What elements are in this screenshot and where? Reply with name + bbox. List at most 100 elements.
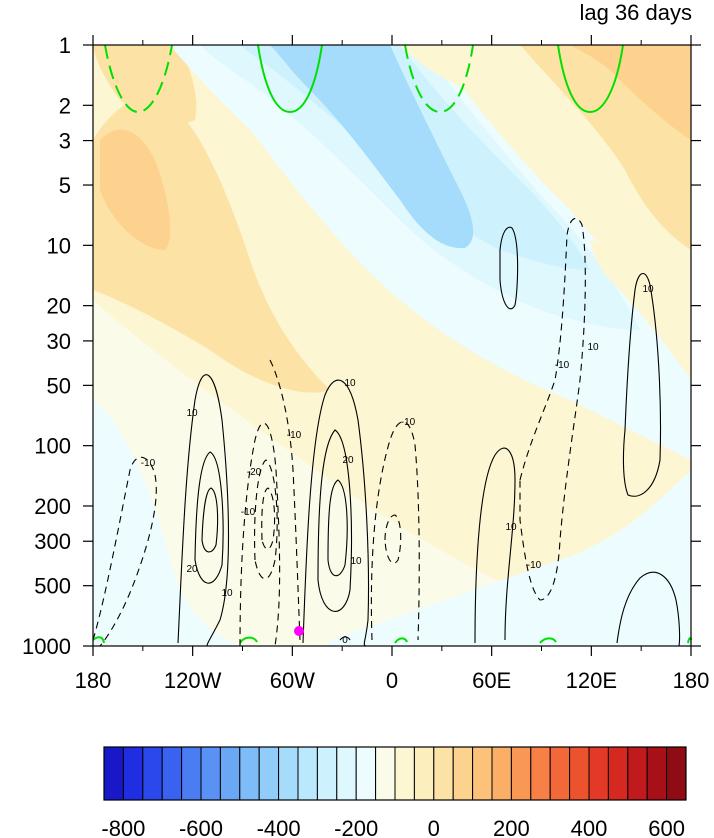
colorbar-swatch — [239, 746, 260, 801]
x-tick-label: 60W — [270, 668, 315, 693]
colorbar-swatch — [627, 746, 648, 801]
y-tick-label: 1000 — [22, 634, 71, 659]
colorbar-swatch — [200, 746, 221, 801]
contour-neg-0-inner — [384, 514, 402, 564]
colorbar-swatch — [472, 746, 493, 801]
colorbar-swatch — [122, 746, 144, 801]
contour-label: 10 — [344, 378, 356, 389]
contour-label: 10 — [186, 408, 198, 419]
field-top-middle-pale — [400, 45, 560, 120]
y-tick-label: 200 — [34, 494, 71, 519]
colorbar-swatch — [219, 746, 241, 801]
y-tick-label: 50 — [47, 373, 71, 398]
contour-label: 10 — [221, 588, 233, 599]
green-small-contour-2 — [239, 636, 258, 644]
contour-label: 10 — [350, 556, 362, 567]
contour-label: -10 — [527, 560, 542, 571]
x-tick-label: 180 — [673, 668, 710, 693]
contour-label: -10 — [141, 458, 156, 469]
contour-field — [93, 45, 691, 646]
contour-pos-60e — [474, 447, 516, 644]
contour-label: -10 — [287, 430, 302, 441]
contour-label: -10 — [555, 360, 570, 371]
x-axis: 180 120W 60W 0 60E 120E 180 — [75, 35, 710, 693]
contour-pos-120w-inner — [194, 451, 224, 584]
contour-label: 20 — [342, 455, 354, 466]
x-tick-label: 120W — [164, 668, 222, 693]
colorbar-swatch — [161, 746, 183, 801]
colorbar-swatch — [103, 746, 124, 801]
colorbar-swatch — [181, 746, 202, 801]
colorbar-swatch — [413, 746, 435, 801]
y-tick-label: 2 — [59, 93, 71, 118]
contour-pos-30w-inner — [327, 479, 348, 577]
colorbar-tick-label: 600 — [648, 816, 685, 838]
contour-pos-30w-outer — [302, 379, 370, 647]
location-marker — [294, 626, 304, 636]
colorbar-labels: -800-600-400-2000200400600800 — [101, 816, 685, 838]
colorbar-swatch — [646, 746, 668, 801]
contour-neg-left — [92, 456, 157, 647]
contour-labels: -10 10 20 10 -20 -10 -10 10 20 10 -10 0 … — [141, 284, 654, 646]
field-lower-right-light — [330, 470, 691, 646]
field-orange-top-left — [93, 45, 197, 124]
colorbar-swatch — [336, 746, 357, 801]
field-orange-left-dark — [100, 129, 171, 250]
colorbar-swatch — [433, 746, 454, 801]
colorbar-swatch — [452, 746, 474, 801]
colorbar-swatch — [491, 746, 512, 801]
colorbar-swatch — [142, 746, 163, 801]
y-tick-label: 30 — [47, 329, 71, 354]
contour-label: 10 — [642, 284, 654, 295]
colorbar-swatch — [666, 746, 687, 801]
field-right-pale — [590, 240, 691, 380]
colorbar-swatch — [258, 746, 280, 801]
contour-zero-30w — [339, 636, 351, 641]
green-contours — [92, 44, 692, 644]
colorbar-swatch — [588, 746, 609, 801]
colorbar-swatch — [297, 746, 318, 801]
contour-neg-60w-outer — [239, 422, 281, 647]
colorbar-frame — [103, 746, 687, 801]
contour-pos-150e — [622, 273, 662, 497]
colorbar-swatch — [316, 746, 338, 801]
contour-label: 20 — [186, 564, 198, 575]
contour-pos-10hpa — [499, 226, 519, 310]
contour-pos-30w-mid — [317, 429, 353, 612]
colorbar-swatch — [530, 746, 551, 801]
colorbar-swatch — [278, 746, 299, 801]
colorbar — [103, 746, 687, 801]
y-tick-label: 300 — [34, 529, 71, 554]
contour-pos-120w-core — [201, 487, 219, 553]
colorbar-swatch — [394, 746, 415, 801]
field-lower-left-light — [93, 400, 240, 646]
contour-neg-60w-mid — [254, 459, 278, 580]
colorbar-swatch — [510, 746, 532, 801]
y-tick-label: 20 — [47, 294, 71, 319]
green-small-contour-1 — [92, 636, 105, 644]
contour-label: 10 — [505, 522, 517, 533]
contour-label: -20 — [247, 467, 262, 478]
green-solid-contour-1 — [257, 44, 323, 114]
colorbar-tick-label: -400 — [257, 816, 301, 838]
y-tick-label: 5 — [59, 173, 71, 198]
green-dashed-contour-1 — [104, 44, 173, 114]
x-tick-label: 120E — [566, 668, 617, 693]
contour-label: -10 — [401, 417, 416, 428]
colorbar-tick-label: 0 — [428, 816, 440, 838]
colorbar-swatch — [375, 746, 396, 801]
chart-title: lag 36 days — [579, 0, 692, 25]
green-small-contour-3 — [394, 637, 408, 644]
colorbar-tick-label: -600 — [179, 816, 223, 838]
green-dashed-contour-2 — [404, 44, 474, 114]
y-tick-label: 10 — [47, 233, 71, 258]
contour-label: 10 — [587, 342, 599, 353]
field-blue-core — [270, 45, 474, 249]
x-tick-label: 180 — [75, 668, 112, 693]
contour-neg-60w-inner — [261, 487, 276, 550]
field-orange-top-right-dark — [570, 45, 691, 140]
x-tick-label: 0 — [386, 668, 398, 693]
black-contours — [92, 217, 681, 647]
y-tick-label: 100 — [34, 434, 71, 459]
